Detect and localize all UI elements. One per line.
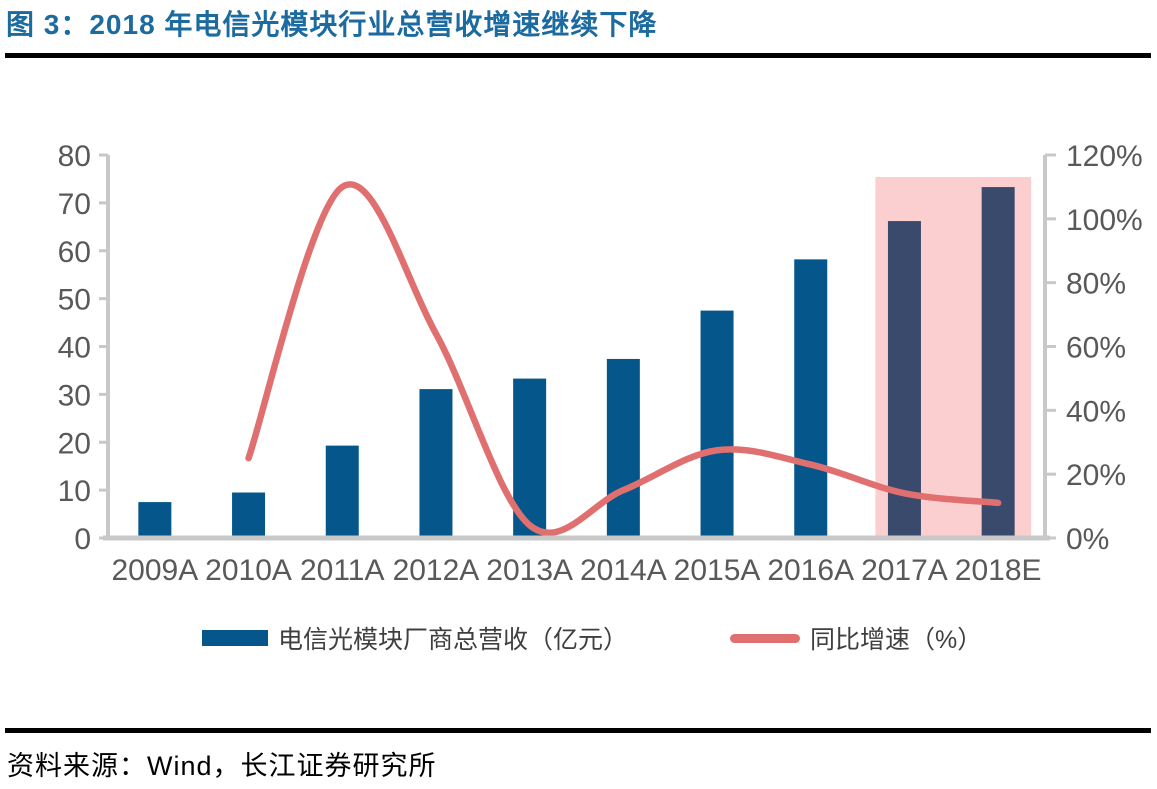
- x-tick-label: 2011A: [300, 554, 385, 587]
- y-right-tick-label: 100%: [1066, 204, 1143, 237]
- x-tick-label: 2010A: [205, 554, 292, 587]
- y-right-tick-label: 80%: [1066, 268, 1126, 301]
- legend-label-growth: 同比增速（%）: [810, 626, 983, 654]
- bar-2011A: [325, 445, 359, 538]
- x-tick-label: 2009A: [111, 554, 198, 587]
- bar-2015A: [700, 310, 734, 538]
- bar-2014A: [606, 358, 640, 538]
- y-left-tick-label: 30: [58, 379, 91, 412]
- bar-2013A: [513, 378, 547, 538]
- y-left-tick-label: 80: [58, 140, 91, 173]
- growth-line: [245, 181, 1002, 536]
- data-source-text: 资料来源：Wind，长江证券研究所: [7, 751, 437, 781]
- highlight-region: [875, 177, 1032, 538]
- bar-2010A: [232, 492, 266, 538]
- y-left-tick-label: 60: [58, 236, 91, 269]
- legend-item-growth: 同比增速（%）: [730, 622, 982, 654]
- legend-label-revenue: 电信光模块厂商总营收（亿元）: [278, 626, 629, 654]
- y-left-tick-label: 0: [74, 523, 91, 556]
- bar-2017A: [887, 221, 921, 538]
- x-tick-label: 2014A: [580, 554, 667, 587]
- growth-line-swatch-icon: [730, 633, 800, 643]
- y-right-tick-label: 120%: [1066, 140, 1143, 173]
- x-tick-label: 2017A: [861, 554, 948, 587]
- y-left-tick-label: 50: [58, 284, 91, 317]
- y-right-tick-label: 40%: [1066, 395, 1126, 428]
- y-left-tick-label: 20: [58, 427, 91, 460]
- y-right-tick-label: 20%: [1066, 459, 1126, 492]
- bar-2016A: [794, 259, 828, 538]
- x-tick-label: 2013A: [486, 554, 573, 587]
- bar-2009A: [138, 502, 172, 538]
- y-left-tick-label: 10: [58, 475, 91, 508]
- x-tick-label: 2018E: [955, 554, 1042, 587]
- title-divider-rule: [5, 53, 1151, 58]
- bar-2012A: [419, 389, 453, 538]
- revenue-bar-swatch-icon: [202, 630, 268, 646]
- footer-divider-rule: [5, 728, 1151, 733]
- y-left-tick-label: 40: [58, 332, 91, 365]
- x-tick-label: 2012A: [393, 554, 480, 587]
- x-tick-label: 2015A: [674, 554, 761, 587]
- y-right-tick-label: 0%: [1066, 523, 1109, 556]
- y-right-tick-label: 60%: [1066, 332, 1126, 365]
- figure-title: 图 3：2018 年电信光模块行业总营收增速继续下降: [6, 9, 658, 40]
- bar-2018E: [981, 187, 1015, 539]
- legend-item-revenue: 电信光模块厂商总营收（亿元）: [202, 622, 628, 654]
- x-tick-label: 2016A: [767, 554, 854, 587]
- y-left-tick-label: 70: [58, 188, 91, 221]
